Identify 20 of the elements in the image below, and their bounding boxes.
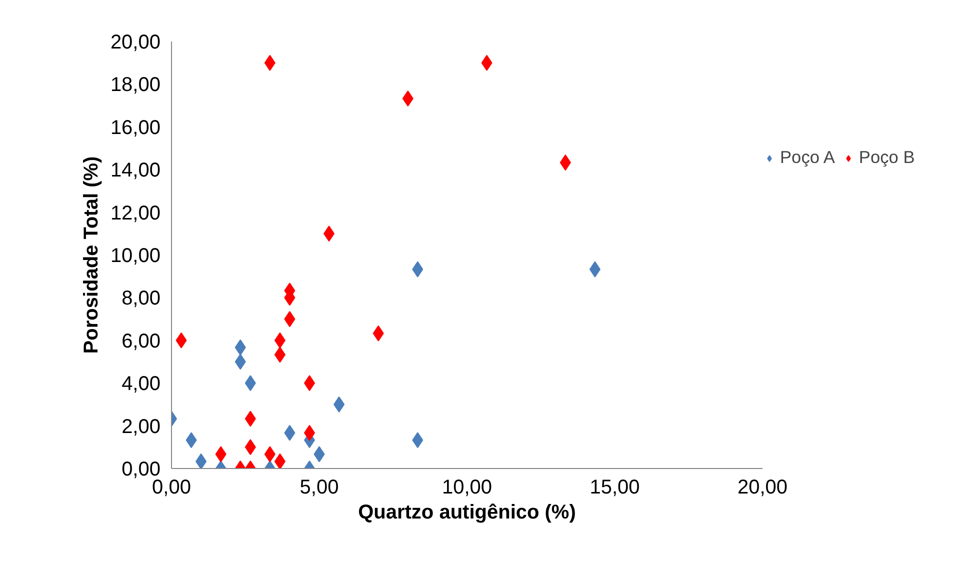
y-tick-label: 8,00 <box>122 288 161 310</box>
legend-label: Poço B <box>858 147 915 168</box>
point <box>196 453 207 468</box>
y-tick-label: 10,00 <box>110 245 161 267</box>
x-tick-label: 15,00 <box>590 476 640 498</box>
x-tick-label: 10,00 <box>442 476 492 498</box>
x-axis-title: Quartzo autigênico (%) <box>358 502 576 524</box>
y-tick-label: 12,00 <box>110 202 161 224</box>
y-tick-label: 14,00 <box>110 160 161 182</box>
y-tick-label: 6,00 <box>122 330 161 352</box>
y-tick-label: 2,00 <box>122 416 161 438</box>
y-axis-title: Porosidade Total (%) <box>80 156 102 354</box>
legend-label: Poço A <box>780 147 835 168</box>
y-tick-label: 16,00 <box>110 116 161 139</box>
x-tick-label: 20,00 <box>737 476 788 498</box>
point <box>274 453 286 468</box>
y-tick-label: 4,00 <box>122 373 161 396</box>
y-tick-label: 20,00 <box>110 32 161 54</box>
x-tick-label: 5,00 <box>300 476 339 498</box>
y-tick-label: 18,00 <box>110 74 161 96</box>
